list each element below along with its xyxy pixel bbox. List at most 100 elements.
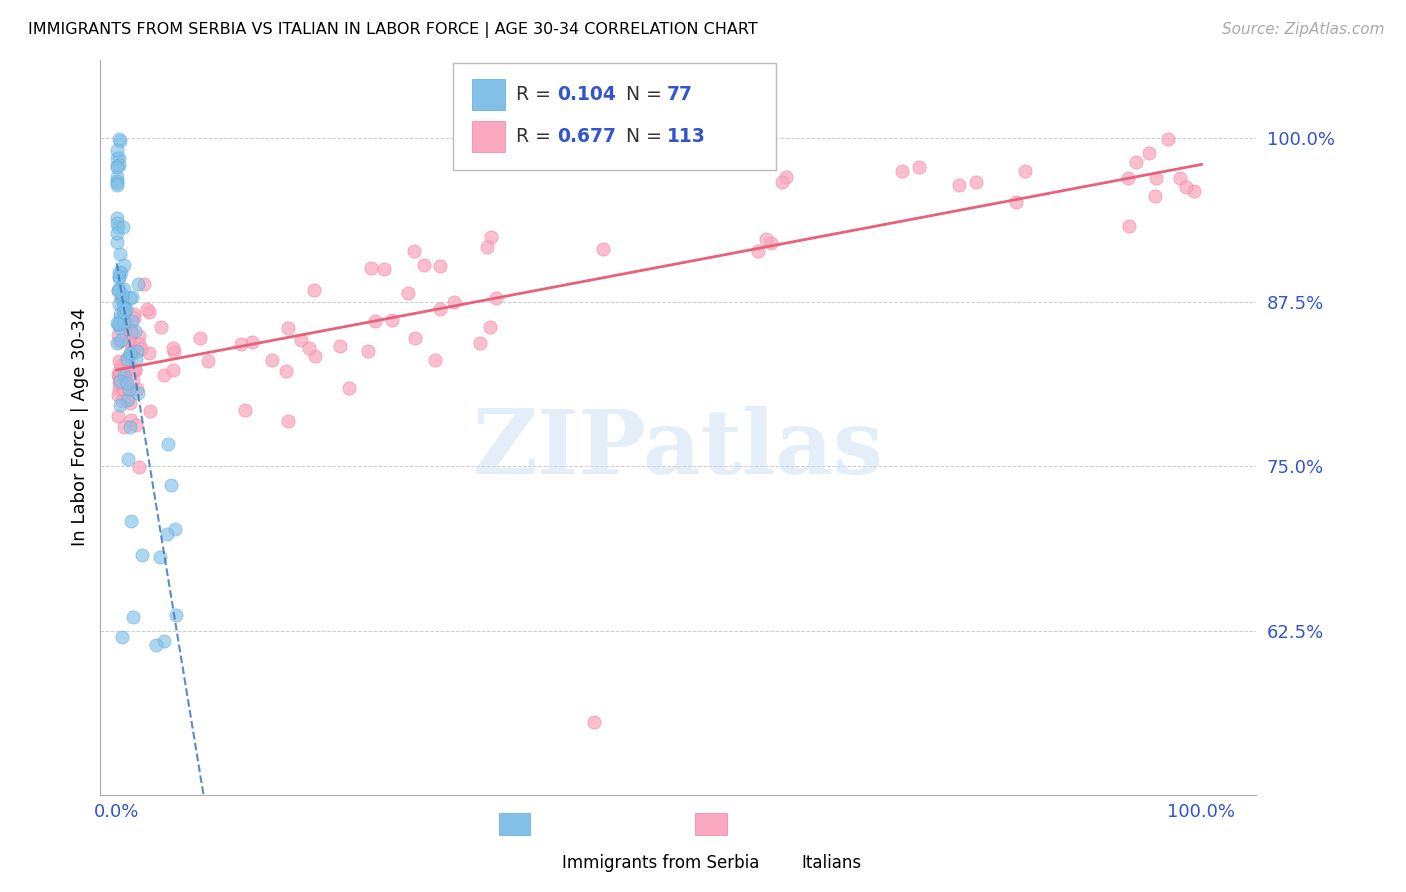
Point <box>138 304 160 318</box>
Bar <box>472 121 505 153</box>
Point <box>402 244 425 259</box>
Point <box>145 638 167 652</box>
Point <box>112 300 135 314</box>
Point <box>107 265 129 279</box>
Point <box>105 170 128 185</box>
Point <box>188 331 211 345</box>
Point <box>111 291 134 305</box>
Point <box>107 284 129 298</box>
Point <box>112 420 135 434</box>
Point <box>127 386 149 401</box>
Point <box>240 335 263 350</box>
Point <box>115 301 138 316</box>
Point <box>108 321 131 335</box>
Point <box>108 374 131 388</box>
Point <box>118 358 141 372</box>
Text: 0.104: 0.104 <box>557 86 616 104</box>
Point <box>163 345 186 359</box>
Point <box>121 290 143 304</box>
Point <box>337 381 360 395</box>
Point <box>122 311 145 326</box>
Point <box>108 135 131 149</box>
Point <box>105 227 128 241</box>
Point <box>1174 180 1197 194</box>
Point <box>890 163 912 178</box>
Point <box>163 522 186 536</box>
Point <box>139 404 162 418</box>
Point <box>443 295 465 310</box>
Point <box>775 169 797 184</box>
Point <box>908 160 931 174</box>
Point <box>360 261 382 276</box>
Point <box>112 368 135 383</box>
Point <box>105 174 128 188</box>
Point <box>121 364 143 378</box>
Point <box>105 161 128 175</box>
Point <box>112 384 135 398</box>
Point <box>162 341 184 355</box>
Point <box>105 235 128 249</box>
Point <box>108 151 131 165</box>
Point <box>121 314 143 328</box>
Point <box>108 382 131 396</box>
Point <box>114 362 136 376</box>
Point <box>112 314 135 328</box>
Point <box>1182 184 1205 198</box>
Point <box>121 346 143 360</box>
Point <box>120 346 142 360</box>
Point <box>761 236 783 251</box>
Point <box>125 351 148 366</box>
Point <box>105 178 128 192</box>
Text: 0.677: 0.677 <box>557 128 616 146</box>
Point <box>1125 155 1147 169</box>
Point <box>162 362 184 376</box>
Text: 77: 77 <box>666 86 692 104</box>
Text: Source: ZipAtlas.com: Source: ZipAtlas.com <box>1222 22 1385 37</box>
Point <box>125 417 148 432</box>
Point <box>117 333 139 347</box>
Point <box>156 527 179 541</box>
Point <box>114 372 136 386</box>
Point <box>105 216 128 230</box>
Point <box>107 368 129 383</box>
Point <box>122 373 145 387</box>
Point <box>115 318 138 333</box>
Point <box>105 176 128 190</box>
Point <box>118 348 141 362</box>
Point <box>108 282 131 296</box>
Point <box>277 320 299 334</box>
Point <box>107 318 129 332</box>
Point <box>1144 189 1167 203</box>
Point <box>274 364 297 378</box>
Point <box>110 398 132 412</box>
Point <box>396 286 419 301</box>
Point <box>592 242 614 256</box>
Point <box>1144 171 1167 186</box>
Point <box>128 329 150 343</box>
Point <box>1168 171 1191 186</box>
Point <box>111 394 134 409</box>
Point <box>1156 132 1178 146</box>
Point <box>118 291 141 305</box>
Point <box>477 240 499 254</box>
Point <box>114 380 136 394</box>
Point <box>1118 219 1140 233</box>
Point <box>128 459 150 474</box>
Point <box>110 373 132 387</box>
Text: ZIPatlas: ZIPatlas <box>472 406 883 492</box>
Point <box>1014 163 1036 178</box>
Point <box>115 376 138 390</box>
Point <box>117 451 139 466</box>
Point <box>124 363 146 377</box>
Point <box>108 311 131 326</box>
Bar <box>472 79 505 111</box>
Point <box>149 549 172 564</box>
Point <box>582 715 605 730</box>
Text: 113: 113 <box>666 128 706 146</box>
Point <box>429 259 451 273</box>
Point <box>118 382 141 396</box>
Point <box>112 301 135 316</box>
Point <box>156 437 179 451</box>
Point <box>112 383 135 397</box>
Point <box>1137 146 1160 161</box>
